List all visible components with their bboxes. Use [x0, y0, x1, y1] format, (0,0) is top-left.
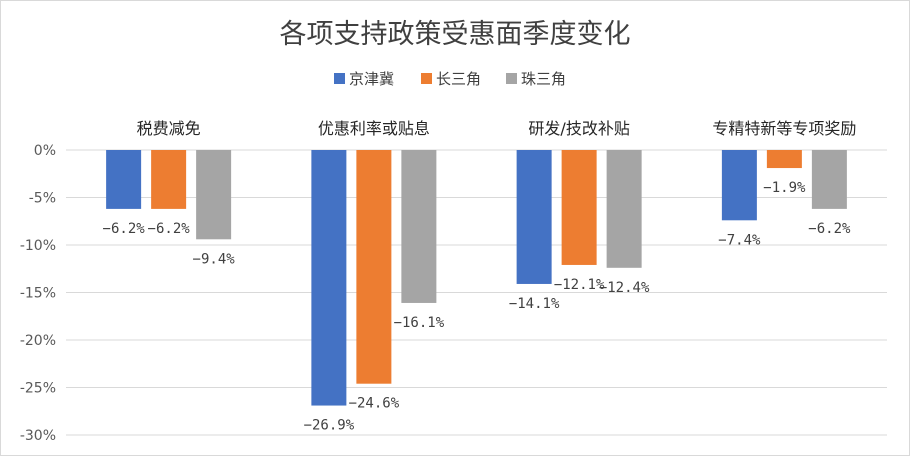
data-label: −6.2%: [808, 221, 851, 237]
data-labels: −6.2% −6.2%−9.4%−26.9%−24.6%−16.1%−14.1%−…: [103, 180, 851, 433]
y-tick-label: -10%: [20, 238, 56, 254]
legend-label: 京津冀: [349, 70, 394, 88]
y-axis-tick-labels: 0% -5% -10% -15% -20% -25% -30%: [20, 143, 56, 444]
bar: [721, 150, 757, 221]
category-label: 税费减免: [137, 119, 201, 138]
data-label: −12.4%: [599, 280, 650, 296]
y-tick-label: -20%: [20, 333, 56, 349]
bar: [151, 150, 187, 209]
legend-swatch: [334, 73, 345, 84]
data-label: −1.9%: [763, 180, 806, 196]
y-tick-label: -15%: [20, 286, 56, 302]
data-label: −14.1%: [509, 296, 560, 312]
data-label: −9.4%: [193, 251, 236, 267]
y-tick-label: -25%: [20, 381, 56, 397]
chart-title: 各项支持政策受惠面季度变化: [280, 19, 631, 50]
bar: [196, 150, 232, 240]
bar: [766, 150, 802, 169]
bar: [516, 150, 552, 284]
bar: [606, 150, 642, 268]
category-labels: 税费减免 优惠利率或贴息 研发/技改补贴 专精特新等专项奖励: [137, 119, 857, 138]
category-label: 研发/技改补贴: [528, 119, 629, 138]
data-label: −24.6%: [349, 396, 400, 412]
y-tick-label: -5%: [29, 191, 56, 207]
bar: [311, 150, 347, 406]
bars: [106, 150, 847, 406]
legend-label: 长三角: [436, 70, 481, 88]
data-label: −12.1%: [554, 277, 605, 293]
bar: [356, 150, 392, 384]
data-label: −26.9%: [304, 418, 355, 434]
legend: 京津冀 长三角 珠三角: [334, 70, 566, 88]
data-label: −16.1%: [394, 315, 445, 331]
category-label: 优惠利率或贴息: [318, 119, 430, 138]
category-label: 专精特新等专项奖励: [712, 119, 856, 138]
legend-swatch: [506, 73, 517, 84]
y-tick-label: -30%: [20, 428, 56, 444]
y-tick-label: 0%: [34, 143, 56, 159]
data-label: −6.2%: [103, 221, 146, 237]
bar: [811, 150, 847, 209]
legend-label: 珠三角: [521, 70, 566, 88]
bar: [106, 150, 142, 209]
legend-swatch: [421, 73, 432, 84]
bar: [561, 150, 597, 265]
bar: [401, 150, 437, 303]
data-label: −6.2%: [148, 221, 191, 237]
data-label: −7.4%: [718, 232, 761, 248]
